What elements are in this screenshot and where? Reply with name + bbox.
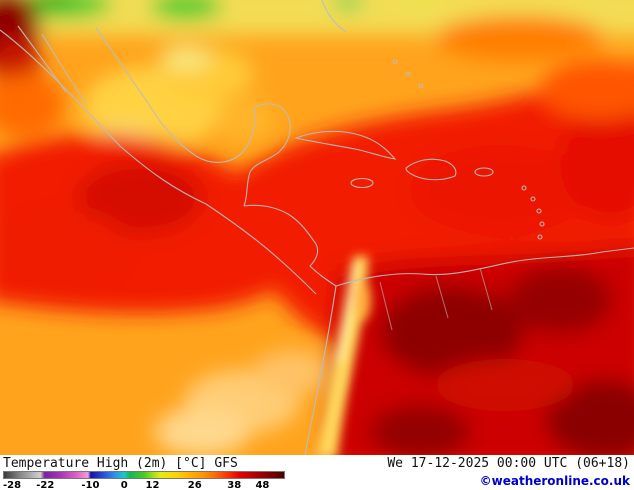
legend-tick: 0 <box>120 480 128 490</box>
legend-tick: -22 <box>36 480 55 490</box>
copyright-link[interactable]: ©weatheronline.co.uk <box>479 474 630 488</box>
legend-tick: 48 <box>255 480 270 490</box>
temperature-legend: -28 -22 -10 0 12 26 38 48 <box>3 471 287 490</box>
legend-tick-labels: -28 -22 -10 0 12 26 38 48 <box>3 471 285 490</box>
legend-gradient-bar <box>3 471 285 479</box>
coastlines <box>0 0 634 455</box>
temperature-map <box>0 0 634 455</box>
legend-tick: 12 <box>145 480 160 490</box>
temperature-field <box>0 0 634 455</box>
legend-tick: -10 <box>81 480 100 490</box>
legend-tick: -28 <box>3 480 22 490</box>
footer-bar: Temperature High (2m) [°C] GFS We 17-12-… <box>0 455 634 490</box>
legend-tick: 26 <box>187 480 202 490</box>
temperature-map-svg <box>0 0 634 455</box>
map-datetime: We 17-12-2025 00:00 UTC (06+18) <box>387 456 630 471</box>
map-title: Temperature High (2m) [°C] GFS <box>3 456 238 471</box>
andes-cool-band <box>316 256 371 455</box>
legend-tick: 38 <box>227 480 242 490</box>
